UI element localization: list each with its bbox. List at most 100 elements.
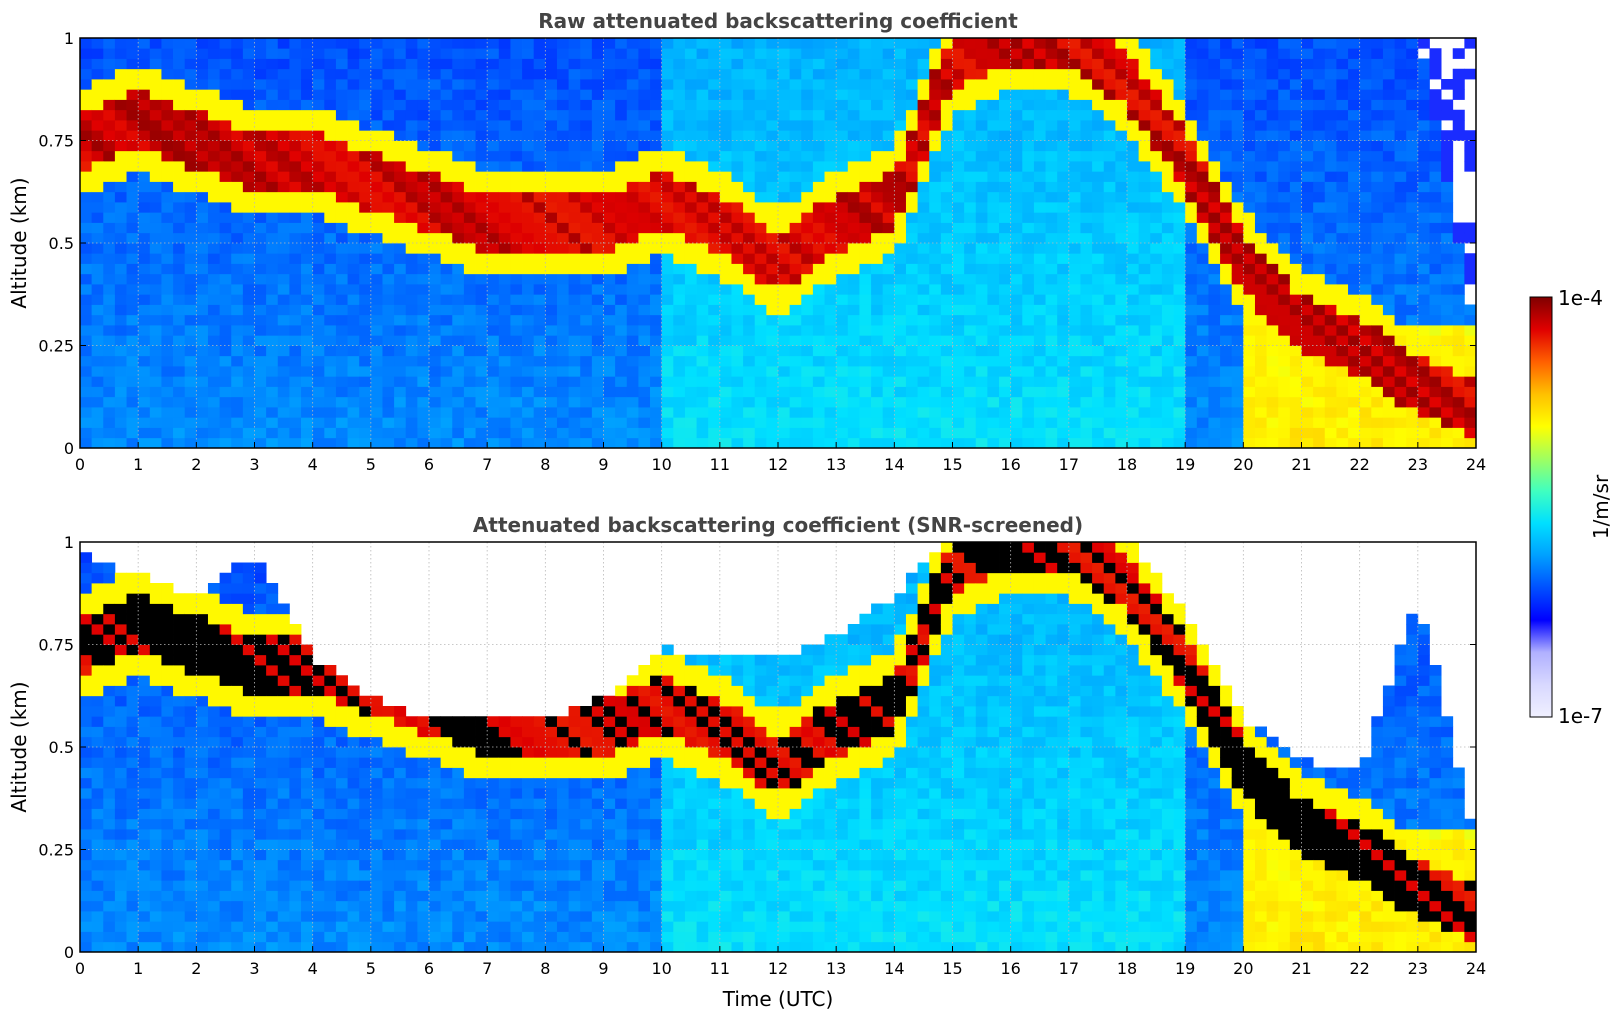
heatmap-cell xyxy=(440,212,453,223)
heatmap-cell xyxy=(405,130,418,141)
heatmap-cell xyxy=(650,407,663,418)
heatmap-cell xyxy=(475,130,488,141)
heatmap-cell xyxy=(556,130,569,141)
heatmap-cell xyxy=(1045,335,1058,346)
heatmap-cell xyxy=(1010,212,1023,223)
heatmap-cell xyxy=(1417,243,1430,254)
heatmap-cell xyxy=(103,583,116,594)
heatmap-cell xyxy=(359,366,372,377)
heatmap-cell xyxy=(626,89,639,100)
heatmap-cell xyxy=(207,304,220,316)
heatmap-cell xyxy=(836,366,849,377)
heatmap-cell xyxy=(289,232,302,244)
heatmap-cell xyxy=(1289,417,1302,428)
heatmap-cell xyxy=(917,335,930,346)
heatmap-cell xyxy=(161,314,174,326)
heatmap-cell xyxy=(289,99,302,111)
heatmap-cell xyxy=(824,386,837,398)
heatmap-cell xyxy=(1406,58,1419,70)
heatmap-cell xyxy=(440,99,453,111)
heatmap-cell xyxy=(1359,386,1372,398)
heatmap-cell xyxy=(417,89,430,100)
heatmap-cell xyxy=(929,355,942,367)
heatmap-cell xyxy=(766,89,779,100)
heatmap-cell xyxy=(173,48,186,59)
heatmap-cell xyxy=(1254,386,1267,398)
heatmap-cell xyxy=(987,212,1000,223)
heatmap-cell xyxy=(103,335,116,346)
heatmap-cell xyxy=(1220,171,1233,182)
heatmap-cell xyxy=(417,48,430,59)
heatmap-cell xyxy=(1033,294,1046,305)
heatmap-cell xyxy=(859,161,872,172)
heatmap-cell xyxy=(1301,120,1314,131)
heatmap-cell xyxy=(731,263,744,275)
heatmap-cell xyxy=(1289,130,1302,141)
heatmap-cell xyxy=(91,58,104,70)
heatmap-cell xyxy=(719,89,732,100)
heatmap-cell xyxy=(254,243,267,254)
heatmap-cell xyxy=(277,314,290,326)
heatmap-cell xyxy=(103,829,116,840)
heatmap-cell xyxy=(778,161,791,172)
heatmap-cell xyxy=(173,243,186,254)
heatmap-cell xyxy=(1115,417,1128,428)
heatmap-cell xyxy=(847,243,860,254)
heatmap-cell xyxy=(638,345,651,357)
heatmap-cell xyxy=(650,417,663,428)
heatmap-cell xyxy=(1231,355,1244,367)
heatmap-cell xyxy=(335,38,348,49)
heatmap-cell xyxy=(626,58,639,70)
x-tick-label: 12 xyxy=(768,455,788,474)
heatmap-cell xyxy=(824,171,837,182)
heatmap-cell xyxy=(463,161,476,172)
heatmap-cell xyxy=(103,68,116,80)
heatmap-cell xyxy=(836,263,849,275)
heatmap-cell xyxy=(1371,304,1384,316)
heatmap-cell xyxy=(103,243,116,254)
heatmap-cell xyxy=(661,366,674,377)
heatmap-cell xyxy=(894,325,907,336)
heatmap-cell xyxy=(638,253,651,264)
heatmap-cell xyxy=(580,294,593,305)
heatmap-cell xyxy=(80,253,93,264)
heatmap-cell xyxy=(440,304,453,316)
heatmap-cell xyxy=(824,345,837,357)
heatmap-cell xyxy=(1394,79,1407,90)
heatmap-cell xyxy=(1068,109,1081,121)
x-tick-label: 0 xyxy=(75,455,85,474)
heatmap-cell xyxy=(1022,284,1035,295)
heatmap-cell xyxy=(894,171,907,182)
heatmap-cell xyxy=(126,191,139,203)
heatmap-cell xyxy=(1057,181,1070,193)
heatmap-cell xyxy=(149,48,162,59)
heatmap-cell xyxy=(940,437,953,448)
heatmap-cell xyxy=(80,839,93,850)
heatmap-cell xyxy=(1220,284,1233,295)
heatmap-cell xyxy=(324,171,337,182)
heatmap-cell xyxy=(650,58,663,70)
heatmap-cell xyxy=(1208,202,1221,213)
heatmap-cell xyxy=(1441,407,1454,418)
heatmap-cell xyxy=(1254,314,1267,326)
heatmap-cell xyxy=(894,335,907,346)
heatmap-cell xyxy=(184,191,197,203)
heatmap-cell xyxy=(1301,325,1314,336)
heatmap-cell xyxy=(1382,38,1395,49)
heatmap-cell xyxy=(882,130,895,141)
heatmap-cell xyxy=(370,366,383,377)
heatmap-cell xyxy=(1243,191,1256,203)
heatmap-cell xyxy=(882,181,895,193)
heatmap-cell xyxy=(696,212,709,223)
heatmap-cell xyxy=(173,417,186,428)
heatmap-cell xyxy=(615,212,628,223)
heatmap-cell xyxy=(1348,325,1361,336)
heatmap-cell xyxy=(754,294,767,305)
heatmap-cell xyxy=(301,202,314,213)
heatmap-cell xyxy=(964,161,977,172)
heatmap-cell xyxy=(743,89,756,100)
heatmap-cell xyxy=(894,212,907,223)
heatmap-cell xyxy=(335,232,348,244)
heatmap-cell xyxy=(301,191,314,203)
heatmap-cell xyxy=(1441,437,1454,448)
